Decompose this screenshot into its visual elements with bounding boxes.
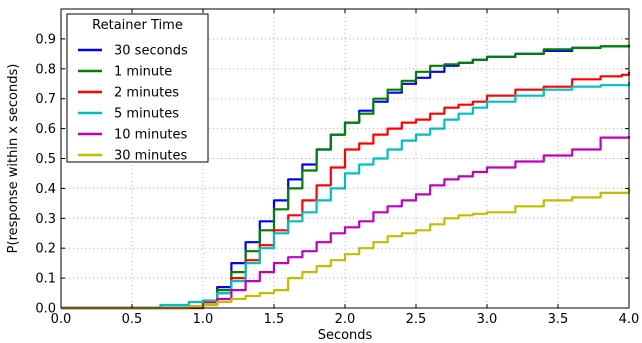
series-line <box>61 82 631 310</box>
series-line <box>61 136 631 310</box>
y-tick-label: 0.7 <box>35 92 56 107</box>
y-tick-label: 0.4 <box>35 182 56 197</box>
y-tick-label: 0.3 <box>35 212 56 227</box>
axis-ticks: 0.0 0.5 1.0 1.5 2.0 2.5 3.0 3.5 4.0 0.0 0.1 0.2 0.3 0… <box>35 9 639 327</box>
legend-label: 2 minutes <box>114 86 179 101</box>
x-tick-label: 2.0 <box>335 312 356 327</box>
y-tick-label: 0.0 <box>35 302 56 317</box>
x-tick-label: 0.5 <box>122 312 143 327</box>
x-tick-label: 1.0 <box>193 312 214 327</box>
legend-label: 5 minutes <box>114 107 179 122</box>
x-axis-label: Seconds <box>318 328 373 343</box>
legend-items: 30 seconds 1 minute 2 minutes 5 minutes 10 m… <box>78 44 188 164</box>
y-tick-label: 0.8 <box>35 62 56 77</box>
x-tick-label: 2.5 <box>406 312 427 327</box>
y-tick-label: 0.5 <box>35 152 56 167</box>
y-axis-label: P(response within x seconds) <box>6 64 21 254</box>
y-tick-label: 0.6 <box>35 122 56 137</box>
legend-box <box>66 13 209 163</box>
series-line <box>61 188 631 310</box>
x-tick-label: 0.0 <box>51 312 72 327</box>
x-tick-label: 3.0 <box>477 312 498 327</box>
x-tick-label: 4.0 <box>619 312 640 327</box>
legend-title: Retainer Time <box>92 18 183 33</box>
legend-label: 30 minutes <box>114 149 188 164</box>
y-tick-label: 0.2 <box>35 242 56 257</box>
y-tick-label: 0.1 <box>35 272 56 287</box>
legend: Retainer Time 30 seconds 1 minute 2 minute… <box>66 13 209 164</box>
legend-label: 30 seconds <box>114 44 188 59</box>
series-lines <box>61 44 631 310</box>
series-line <box>61 71 631 310</box>
series-line <box>61 44 631 310</box>
legend-label: 1 minute <box>114 65 172 80</box>
y-tick-label: 0.9 <box>35 32 56 47</box>
x-tick-label: 1.5 <box>264 312 285 327</box>
legend-label: 10 minutes <box>114 128 188 143</box>
x-tick-label: 3.5 <box>548 312 569 327</box>
